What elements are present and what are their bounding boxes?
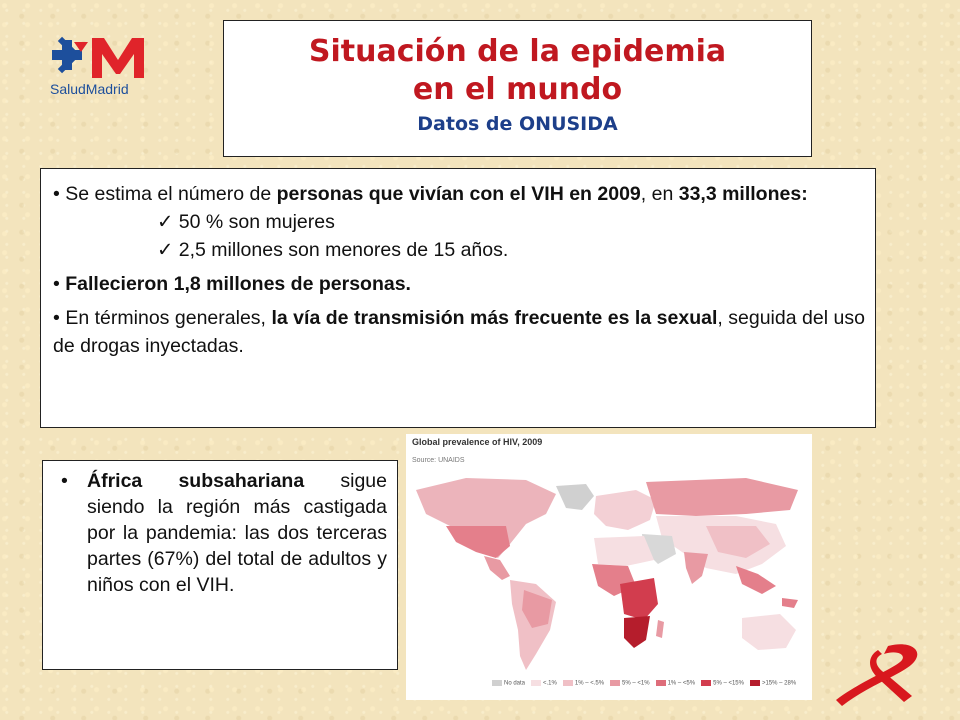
bullet-deaths: • Fallecieron 1,8 millones de personas.	[53, 270, 865, 298]
africa-box: • África subsahariana sigue siendo la re…	[42, 460, 398, 670]
logo-text: SaludMadrid	[50, 81, 129, 97]
png-shape	[782, 598, 798, 608]
legend-item: 5% – <1%	[610, 680, 650, 687]
salud-madrid-logo: SaludMadrid	[50, 36, 144, 97]
star-icon	[52, 36, 88, 74]
bullet-dot: •	[61, 470, 68, 492]
north-america-shape	[416, 478, 556, 558]
legend-item: 1% – <5%	[655, 680, 695, 687]
brazil-shape	[522, 590, 552, 628]
hiv-prevalence-map: Global prevalence of HIV, 2009 Source: U…	[406, 434, 812, 700]
page-subtitle: Datos de ONUSIDA	[417, 113, 618, 135]
bullet-bold: la vía de transmisión más frecuente es l…	[271, 307, 718, 329]
africa-north-shape	[594, 536, 654, 566]
check-text: 2,5 millones son menores de 15 años.	[178, 239, 509, 261]
legend-item: 1% – <.5%	[562, 680, 604, 687]
map-source: Source: UNAIDS	[412, 457, 465, 464]
title-line-1: Situación de la epidemia	[308, 34, 727, 69]
legend-item: >15% – 28%	[749, 680, 796, 687]
madagascar-shape	[656, 620, 664, 638]
check-item-children: ✓ 2,5 millones son menores de 15 años.	[53, 236, 865, 264]
bullet-dot: •	[53, 183, 60, 205]
bullet-text: , en	[640, 183, 679, 205]
map-legend: No data <.1% 1% – <.5% 5% – <1% 1% – <5%…	[492, 680, 796, 687]
bullet-text: Se estima el número de	[65, 183, 277, 205]
title-box: Situación de la epidemia en el mundo Dat…	[223, 20, 812, 157]
usa-shape	[446, 526, 510, 558]
africa-bold: África subsahariana	[87, 470, 305, 492]
europe-shape	[594, 490, 656, 530]
russia-shape	[646, 478, 798, 516]
bullet-people-living: • Se estima el número de personas que vi…	[53, 180, 865, 208]
central-america-shape	[484, 556, 510, 580]
check-text: 50 % son mujeres	[178, 211, 335, 233]
china-shape	[706, 526, 770, 558]
bullet-transmission: • En términos generales, la vía de trans…	[53, 304, 865, 360]
india-shape	[684, 552, 708, 584]
map-title: Global prevalence of HIV, 2009	[412, 437, 543, 447]
africa-south-shape	[624, 616, 650, 648]
bullet-bold: 33,3 millones:	[678, 183, 808, 205]
legend-item: <.1%	[531, 680, 557, 687]
bullet-text: En términos generales,	[65, 307, 272, 329]
red-ribbon-icon	[836, 644, 918, 706]
check-icon: ✓	[157, 211, 174, 233]
greenland-shape	[556, 484, 594, 510]
m-letter-icon	[92, 38, 144, 78]
bullet-dot: •	[53, 307, 60, 329]
africa-body: sigue siendo la región más castigada por…	[87, 470, 387, 596]
southeast-asia-shape	[736, 566, 776, 594]
bullet-bold: personas que vivían con el VIH en 2009	[276, 183, 641, 205]
africa-text: África subsahariana sigue siendo la regi…	[87, 468, 387, 598]
bullet-dot: •	[53, 273, 60, 295]
check-icon: ✓	[157, 239, 174, 261]
africa-central-shape	[620, 578, 658, 620]
legend-item: 5% – <15%	[701, 680, 744, 687]
page-title: Situación de la epidemia en el mundo	[224, 33, 811, 109]
bullet-text: , seguida del uso de drogas inyectadas.	[53, 307, 865, 357]
title-line-2: en el mundo	[412, 72, 623, 107]
info-box: • Se estima el número de personas que vi…	[40, 168, 876, 428]
legend-item: No data	[492, 680, 525, 687]
bullet-bold: Fallecieron 1,8 millones de personas.	[65, 273, 411, 295]
check-item-women: ✓ 50 % son mujeres	[53, 208, 865, 236]
australia-shape	[742, 614, 796, 650]
world-map-image	[416, 478, 798, 670]
